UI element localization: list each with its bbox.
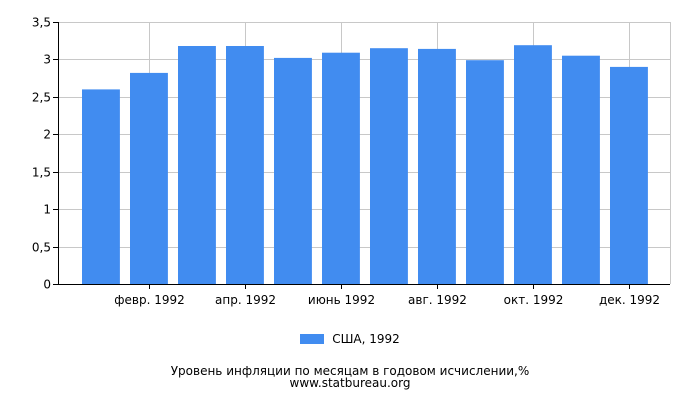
x-tick-label: февр. 1992 [114, 293, 185, 307]
bar [466, 60, 504, 285]
x-tick-label: апр. 1992 [215, 293, 276, 307]
legend: США, 1992 [0, 332, 700, 346]
y-tick-label: 1,5 [32, 166, 51, 180]
bar [514, 45, 552, 285]
y-tick-label: 2,5 [32, 91, 51, 105]
bars [82, 45, 648, 285]
bar [82, 89, 120, 285]
x-tick-label: авг. 1992 [408, 293, 467, 307]
chart-caption: Уровень инфляции по месяцам в годовом ис… [170, 364, 530, 378]
y-tick-label: 1 [43, 203, 51, 217]
y-tick-label: 2 [43, 128, 51, 142]
axes [53, 22, 670, 289]
bar [226, 46, 264, 284]
y-tick-label: 0 [43, 278, 51, 292]
source-link[interactable]: www.statbureau.org [289, 376, 411, 390]
legend-swatch [300, 334, 325, 344]
x-tick-label: дек. 1992 [599, 293, 660, 307]
x-tick-label: окт. 1992 [504, 293, 564, 307]
y-tick-label: 3 [43, 53, 51, 67]
y-tick-label: 0,5 [32, 241, 51, 255]
x-tick-label: июнь 1992 [308, 293, 375, 307]
bar [562, 55, 600, 285]
bar [322, 52, 360, 285]
bar [130, 72, 168, 285]
bar [274, 57, 312, 285]
bar [178, 46, 216, 284]
bar [370, 48, 408, 285]
y-tick-label: 3,5 [32, 16, 51, 30]
bar [610, 66, 648, 285]
tick-labels: 0 0,5 1 1,5 2 2,5 3 3,5 февр. 1992 апр. 1992 июнь … [32, 16, 660, 308]
legend-label: США, 1992 [332, 332, 400, 346]
bar [418, 48, 456, 285]
